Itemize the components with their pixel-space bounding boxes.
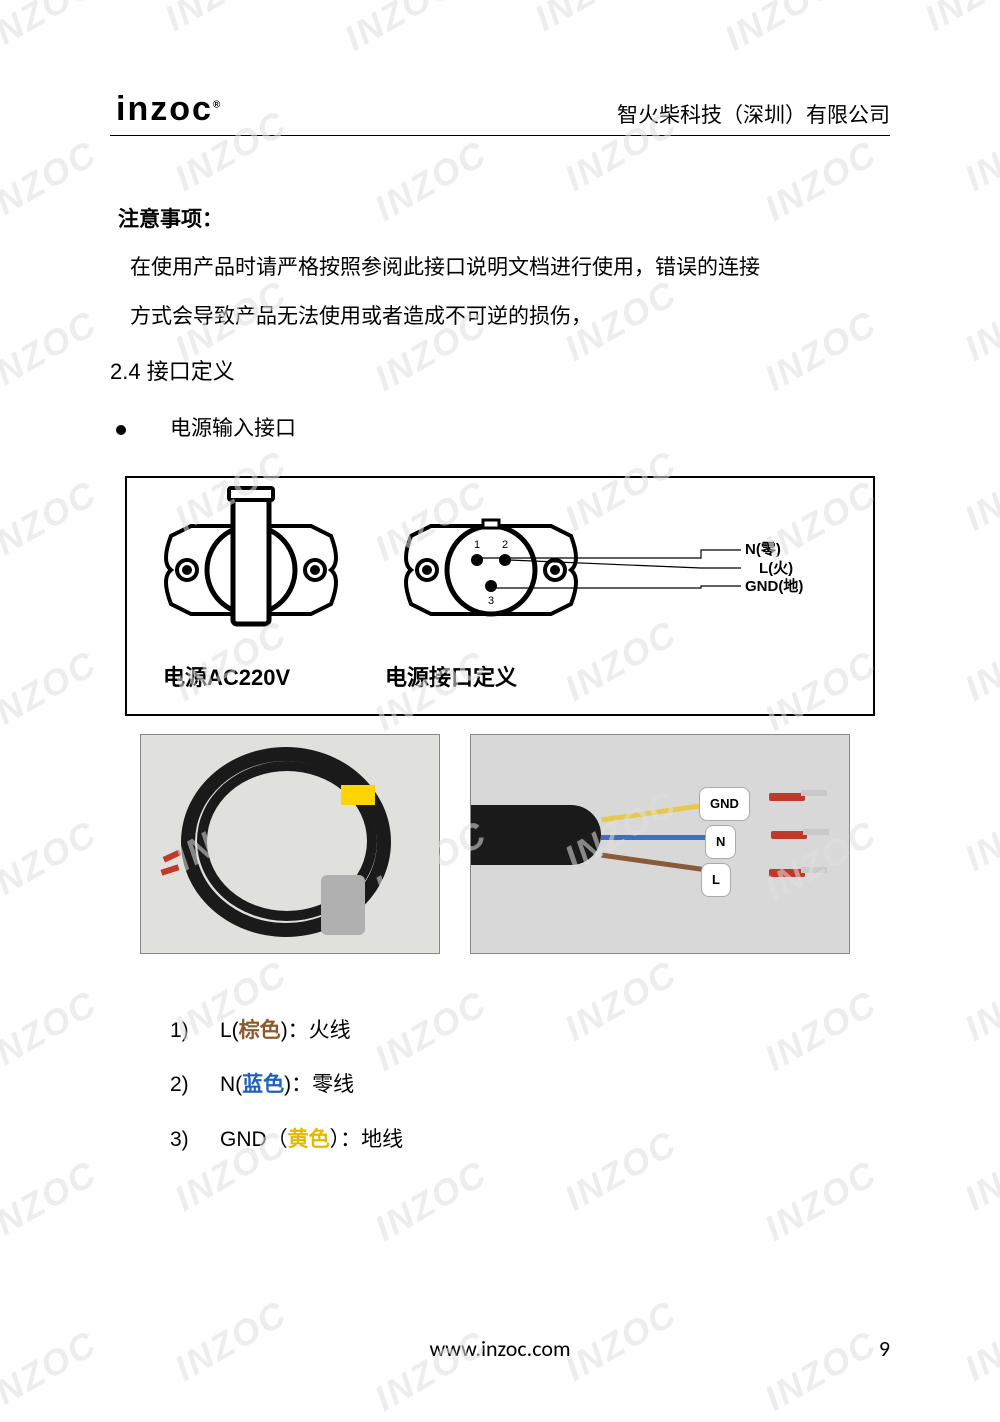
photo-row: GND N L xyxy=(140,734,890,954)
watermark-text: INZOC xyxy=(958,952,1000,1049)
section-number-title: 2.4 接口定义 xyxy=(110,347,890,398)
watermark-text: INZOC xyxy=(958,612,1000,709)
watermark-text: INZOC xyxy=(718,0,845,60)
logo: inzoc® xyxy=(110,90,222,129)
watermark-text: INZOC xyxy=(158,0,285,40)
wire-color-1: 棕色 xyxy=(239,1019,281,1042)
watermark-text: INZOC xyxy=(958,442,1000,539)
diagram-caption-right: 电源接口定义 xyxy=(385,653,517,704)
watermark-text: INZOC xyxy=(0,132,104,229)
watermark-text: INZOC xyxy=(918,0,1000,40)
wire-tail-1: )：火线 xyxy=(281,1019,351,1042)
cable-coil-photo xyxy=(140,734,440,954)
wire-num-2: 2) xyxy=(170,1058,220,1113)
cable-ends-photo: GND N L xyxy=(470,734,850,954)
watermark-text: INZOC xyxy=(958,272,1000,369)
pin1-num: 1 xyxy=(474,539,480,551)
watermark-text: INZOC xyxy=(0,812,104,909)
pin-label-n: N(零) xyxy=(745,541,781,558)
wire-row-3: 3) GND（黄色）：地线 xyxy=(170,1113,890,1168)
wire-num-3: 3) xyxy=(170,1113,220,1168)
watermark-text: INZOC xyxy=(0,0,104,60)
body-content: 注意事项： 在使用产品时请严格按照参阅此接口说明文档进行使用，错误的连接 方式会… xyxy=(110,196,890,1168)
wire-num-1: 1) xyxy=(170,1004,220,1059)
pin2-num: 2 xyxy=(502,539,508,551)
wire-label-l: L xyxy=(701,863,731,897)
watermark-text: INZOC xyxy=(528,0,655,40)
pin-label-l: L(火) xyxy=(759,560,793,577)
wire-color-3: 黄色 xyxy=(288,1128,330,1151)
wire-code-2: N( xyxy=(220,1073,242,1096)
wire-color-list: 1) L(棕色)：火线 2) N(蓝色)：零线 3) GND（黄色）：地线 xyxy=(170,1004,890,1168)
document-page: inzoc® 智火柴科技（深圳）有限公司 注意事项： 在使用产品时请严格按照参阅… xyxy=(0,0,1000,1422)
watermark-text: INZOC xyxy=(0,642,104,739)
watermark-text: INZOC xyxy=(958,782,1000,879)
logo-tm: ® xyxy=(213,100,222,111)
bullet-icon xyxy=(116,425,126,435)
page-header: inzoc® 智火柴科技（深圳）有限公司 xyxy=(110,90,890,136)
wire-row-2: 2) N(蓝色)：零线 xyxy=(170,1058,890,1113)
logo-text: inzoc xyxy=(116,90,213,128)
footer-url: www.inzoc.com xyxy=(0,1335,1000,1362)
diagram-caption-left: 电源AC220V xyxy=(163,653,290,704)
notice-title: 注意事项： xyxy=(118,196,890,244)
pin-label-gnd: GND(地) xyxy=(745,577,803,595)
watermark-text: INZOC xyxy=(958,102,1000,199)
bullet-label: 电源输入接口 xyxy=(170,405,296,453)
wire-code-3: GND（ xyxy=(220,1128,288,1151)
wire-tail-2: )：零线 xyxy=(284,1073,354,1096)
power-connector-diagram: 1 2 3 N(零) L(火) GND(地) 电源AC220V 电源接口定义 xyxy=(125,476,875,716)
wire-label-n: N xyxy=(705,825,736,859)
wire-label-gnd: GND xyxy=(699,787,750,821)
watermark-text: INZOC xyxy=(0,302,104,399)
company-name: 智火柴科技（深圳）有限公司 xyxy=(617,99,890,129)
wire-tail-3: ）：地线 xyxy=(330,1128,404,1151)
footer-page-number: 9 xyxy=(879,1335,890,1362)
watermark-text: INZOC xyxy=(0,1152,104,1249)
watermark-text: INZOC xyxy=(338,0,465,60)
watermark-text: INZOC xyxy=(958,1122,1000,1219)
watermark-text: INZOC xyxy=(0,982,104,1079)
watermark-text: INZOC xyxy=(0,472,104,569)
notice-line2: 方式会导致产品无法使用或者造成不可逆的损伤， xyxy=(130,293,890,341)
wire-color-2: 蓝色 xyxy=(242,1073,284,1096)
wire-row-1: 1) L(棕色)：火线 xyxy=(170,1004,890,1059)
bullet-row: 电源输入接口 xyxy=(110,405,890,453)
notice-line1: 在使用产品时请严格按照参阅此接口说明文档进行使用，错误的连接 xyxy=(130,244,890,292)
wire-code-1: L( xyxy=(220,1019,239,1042)
pin3-num: 3 xyxy=(488,595,494,607)
